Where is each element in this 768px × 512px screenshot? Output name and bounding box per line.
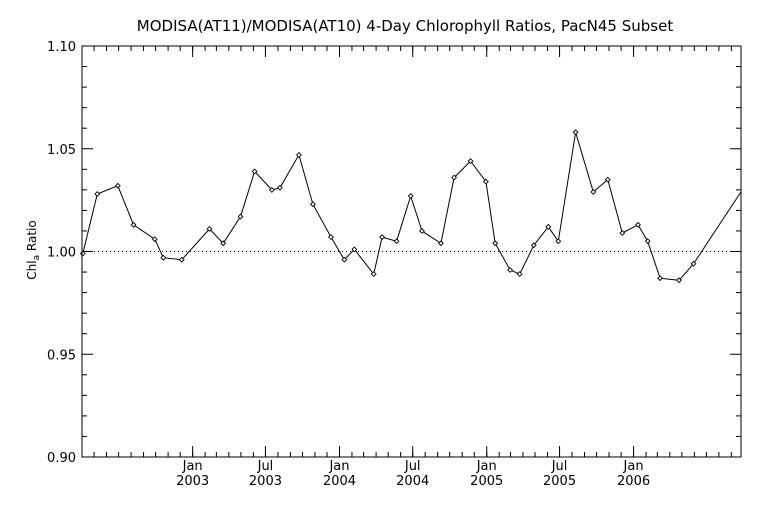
data-point bbox=[482, 178, 489, 185]
data-point bbox=[295, 151, 302, 158]
data-point bbox=[572, 129, 579, 136]
data-point bbox=[492, 240, 499, 247]
x-tick-label-month: Jan bbox=[476, 459, 497, 474]
data-point bbox=[251, 168, 258, 175]
data-point bbox=[206, 225, 213, 232]
data-point bbox=[328, 234, 334, 241]
y-axis-label-subscript: a bbox=[32, 255, 42, 261]
data-point bbox=[690, 260, 697, 267]
data-point bbox=[419, 228, 425, 234]
x-tick-label-year: 2004 bbox=[323, 474, 356, 489]
x-tick-label-year: 2003 bbox=[176, 474, 209, 489]
data-point bbox=[619, 230, 626, 236]
data-point bbox=[130, 221, 137, 228]
data-point bbox=[393, 238, 400, 245]
data-point bbox=[94, 191, 101, 197]
x-tick-label-month: Jan bbox=[328, 459, 349, 474]
y-tick-label: 0.95 bbox=[47, 348, 76, 363]
data-point bbox=[370, 271, 377, 278]
chart-title: MODISA(AT11)/MODISA(AT10) 4-Day Chloroph… bbox=[137, 17, 674, 35]
data-point bbox=[545, 223, 552, 230]
x-tick-label-month: Jan bbox=[182, 459, 203, 474]
data-point bbox=[151, 236, 158, 243]
data-point bbox=[309, 201, 316, 208]
data-point bbox=[437, 240, 444, 247]
x-tick-label-year: 2004 bbox=[396, 474, 429, 489]
marker-layer bbox=[79, 129, 697, 284]
x-tick-label-month: Jul bbox=[404, 459, 421, 474]
data-point bbox=[590, 188, 597, 195]
tick-layer bbox=[82, 45, 741, 458]
data-point bbox=[114, 182, 121, 189]
y-axis-label-rest: Ratio bbox=[25, 220, 39, 255]
data-point bbox=[276, 184, 283, 191]
data-point bbox=[178, 256, 185, 263]
x-tick-label-year: 2005 bbox=[543, 474, 576, 489]
data-point bbox=[507, 267, 514, 273]
data-point bbox=[237, 213, 244, 220]
y-tick-label: 1.00 bbox=[47, 246, 76, 261]
data-point bbox=[657, 275, 664, 282]
data-point bbox=[379, 234, 386, 241]
data-point bbox=[555, 238, 562, 245]
data-point bbox=[530, 242, 537, 249]
data-point bbox=[407, 193, 414, 199]
data-point bbox=[635, 221, 641, 228]
data-point bbox=[467, 158, 474, 165]
x-tick-label-month: Jul bbox=[257, 459, 274, 474]
y-tick-label: 1.10 bbox=[47, 40, 76, 55]
y-tick-label: 1.05 bbox=[47, 143, 76, 158]
data-point bbox=[676, 277, 682, 284]
y-tick-label: 0.90 bbox=[47, 451, 76, 466]
data-point bbox=[644, 238, 651, 245]
data-point bbox=[268, 186, 275, 193]
tick-label-layer: 1.101.051.000.950.90Jan2003Jul2003Jan200… bbox=[47, 40, 650, 489]
x-tick-label-year: 2003 bbox=[249, 474, 282, 489]
svg-text:Chla Ratio: Chla Ratio bbox=[25, 220, 42, 279]
y-axis-label: Chla Ratio bbox=[25, 220, 42, 279]
data-point bbox=[351, 246, 358, 253]
data-point bbox=[516, 271, 523, 278]
y-axis-label-base: Chl bbox=[25, 260, 39, 279]
data-point bbox=[604, 176, 611, 183]
data-point bbox=[341, 256, 348, 263]
x-tick-label-year: 2006 bbox=[617, 474, 650, 489]
x-tick-label-month: Jul bbox=[551, 459, 568, 474]
data-point bbox=[220, 240, 227, 247]
x-tick-label-year: 2005 bbox=[470, 474, 503, 489]
x-tick-label-month: Jan bbox=[623, 459, 644, 474]
data-point bbox=[160, 254, 167, 261]
data-point bbox=[451, 174, 458, 181]
